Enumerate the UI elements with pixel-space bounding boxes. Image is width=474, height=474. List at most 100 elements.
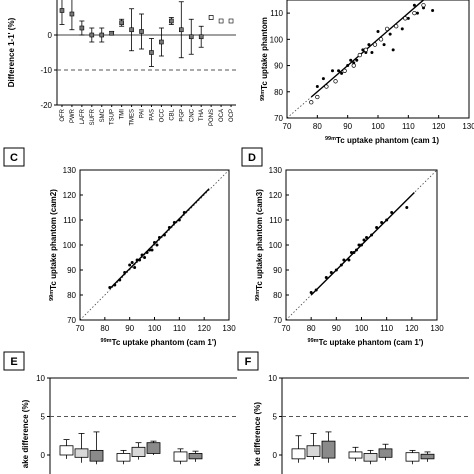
mean-marker-open bbox=[208, 15, 214, 20]
box bbox=[420, 453, 435, 460]
y-axis-label: ke difference (%) bbox=[253, 402, 262, 466]
data-point bbox=[382, 43, 386, 47]
x-tick-label: 110 bbox=[402, 122, 415, 131]
x-tick-label: 100 bbox=[148, 324, 162, 333]
data-point bbox=[143, 256, 147, 259]
mean-marker bbox=[169, 18, 174, 24]
data-point-open bbox=[378, 37, 384, 42]
panel-label-box bbox=[3, 351, 25, 371]
x-tick-label: 130 bbox=[462, 122, 474, 131]
mean-marker bbox=[79, 25, 85, 31]
mean-marker bbox=[69, 11, 75, 17]
x-axis-label-text: Tc uptake phantom (cam 1') bbox=[112, 338, 217, 347]
y-tick-label: 110 bbox=[63, 216, 76, 225]
box bbox=[188, 453, 203, 460]
data-point bbox=[375, 226, 379, 229]
x-tick-label: 130 bbox=[430, 324, 444, 333]
x-tick-label: 100 bbox=[355, 324, 369, 333]
panel-d: 70 80 90 100 110 120 13070809010011012013099mT… bbox=[241, 147, 444, 347]
category-label: LAFR bbox=[80, 108, 86, 124]
data-point bbox=[346, 64, 350, 68]
data-point bbox=[376, 29, 380, 33]
panel-a: -20 -10 0 OFR PWR LAFR SUFR SMC TSUP TMI TMES PAI PA… bbox=[7, 0, 236, 126]
data-point-open bbox=[315, 94, 320, 100]
x-tick-label: 80 bbox=[313, 122, 322, 131]
data-point bbox=[412, 3, 416, 7]
data-point bbox=[339, 263, 343, 267]
mean-marker bbox=[129, 27, 134, 33]
mean-marker bbox=[109, 30, 114, 36]
y-axis-label-prefix: 99m bbox=[49, 290, 55, 301]
box bbox=[291, 448, 306, 460]
data-point bbox=[380, 221, 384, 224]
data-point bbox=[342, 258, 346, 262]
x-axis-label: 99mTc uptake phantom (cam 1') bbox=[101, 338, 217, 347]
x-tick-label: 120 bbox=[432, 122, 446, 131]
category-label: PWR bbox=[70, 108, 76, 123]
mean-marker bbox=[119, 20, 124, 26]
data-point bbox=[388, 32, 392, 36]
y-tick-label: -10 bbox=[40, 66, 52, 75]
data-point-open bbox=[412, 10, 417, 16]
mean-marker bbox=[89, 32, 95, 38]
x-axis-label-text: Tc uptake phantom (cam 1) bbox=[336, 136, 439, 145]
data-point bbox=[123, 271, 127, 274]
data-point bbox=[321, 77, 325, 81]
y-axis-label: 99mTc uptake phantom bbox=[260, 17, 269, 101]
x-tick-label: 100 bbox=[371, 122, 385, 131]
y-tick-label: 0 bbox=[48, 31, 53, 40]
category-label: OCP bbox=[229, 109, 235, 122]
mean-marker bbox=[139, 29, 144, 34]
data-point bbox=[145, 251, 149, 254]
data-point bbox=[370, 233, 374, 237]
data-point bbox=[138, 258, 142, 262]
data-point-open bbox=[357, 52, 362, 58]
data-point bbox=[172, 221, 176, 224]
box bbox=[146, 442, 161, 454]
y-tick-label: 5 bbox=[273, 413, 278, 422]
y-tick-label: 120 bbox=[63, 191, 77, 200]
data-point bbox=[337, 69, 341, 73]
data-point bbox=[128, 263, 132, 267]
x-tick-label: 110 bbox=[380, 324, 393, 333]
y-tick-label: 120 bbox=[269, 191, 283, 200]
mean-marker bbox=[149, 50, 154, 55]
category-label: OCA bbox=[219, 109, 225, 122]
panel-label-box bbox=[3, 147, 25, 167]
category-label: SMC bbox=[100, 108, 106, 122]
box bbox=[131, 446, 146, 457]
data-point bbox=[349, 251, 353, 254]
category-label: CBL bbox=[169, 108, 175, 120]
y-tick-label: 110 bbox=[269, 216, 282, 225]
category-label: SUFR bbox=[90, 108, 96, 125]
data-point-open bbox=[324, 84, 329, 89]
box bbox=[405, 452, 420, 462]
data-point-open bbox=[342, 68, 347, 73]
y-tick-label: 90 bbox=[273, 266, 282, 275]
category-label: TSUP bbox=[110, 109, 116, 125]
category-label: PONS bbox=[209, 109, 215, 126]
data-point bbox=[340, 71, 344, 75]
data-point bbox=[361, 48, 365, 52]
y-tick-label: 0 bbox=[41, 451, 46, 460]
data-point-open bbox=[333, 79, 338, 84]
data-point bbox=[314, 288, 318, 292]
box bbox=[321, 440, 336, 459]
data-point bbox=[406, 16, 410, 20]
data-point bbox=[352, 251, 356, 254]
panel-label-box bbox=[241, 147, 263, 167]
box bbox=[116, 453, 131, 462]
box bbox=[89, 449, 104, 462]
data-point-open bbox=[403, 16, 408, 21]
y-tick-label: 100 bbox=[269, 241, 283, 250]
y-axis-label-text: Tc uptake phantom bbox=[260, 17, 269, 90]
category-label: CNC bbox=[189, 108, 195, 122]
category-label: OFR bbox=[60, 108, 66, 121]
regression-line bbox=[310, 192, 415, 296]
data-point bbox=[334, 268, 338, 272]
data-point bbox=[349, 58, 353, 62]
y-tick-label: 100 bbox=[270, 35, 284, 44]
y-tick-label: 90 bbox=[67, 266, 76, 275]
panel-label: C bbox=[10, 152, 18, 164]
